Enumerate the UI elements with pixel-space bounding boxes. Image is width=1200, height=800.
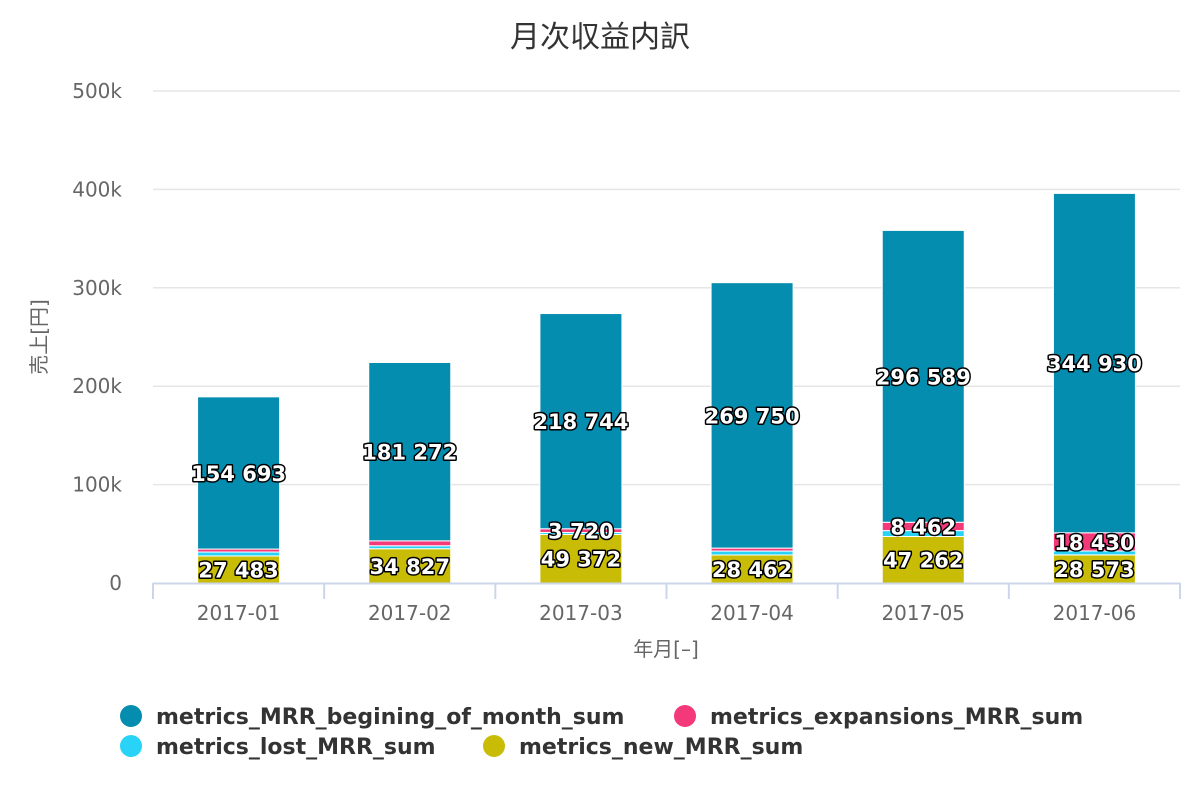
data-label-metrics_expansions_MRR_sum-2017-05: 8 462 bbox=[890, 515, 956, 539]
bar-metrics_MRR_begining_of_month_sum-2017-06 bbox=[1052, 192, 1136, 534]
x-tick-label: 2017-05 bbox=[881, 601, 965, 625]
legend-marker bbox=[120, 735, 142, 757]
bar-metrics_new_MRR_sum-2017-03 bbox=[539, 533, 623, 584]
legend-label: metrics_new_MRR_sum bbox=[519, 735, 803, 760]
bar-metrics_MRR_begining_of_month_sum-2017-03 bbox=[539, 313, 623, 530]
legend-label: metrics_expansions_MRR_sum bbox=[710, 705, 1083, 730]
grid-lines bbox=[153, 90, 1180, 486]
bar-metrics_MRR_begining_of_month_sum-2017-01 bbox=[197, 396, 281, 550]
x-tick-label: 2017-01 bbox=[197, 601, 281, 625]
y-tick-label: 300k bbox=[72, 276, 122, 300]
data-label-metrics_MRR_begining_of_month_sum-2017-06: 344 930 bbox=[1047, 352, 1142, 376]
y-axis-ticks: 0 100k 200k 300k 400k 500k bbox=[72, 79, 122, 595]
bar-metrics_new_MRR_sum-2017-04 bbox=[710, 554, 794, 584]
legend-marker bbox=[483, 735, 505, 757]
bar-metrics_MRR_begining_of_month_sum-2017-04 bbox=[710, 282, 794, 549]
y-tick-label: 400k bbox=[72, 177, 122, 201]
legend-label: metrics_MRR_begining_of_month_sum bbox=[156, 705, 624, 730]
x-tick-label: 2017-03 bbox=[539, 601, 623, 625]
data-label-metrics_new_MRR_sum-2017-03: 49 372 bbox=[541, 548, 621, 572]
data-label-metrics_MRR_begining_of_month_sum-2017-02: 181 272 bbox=[362, 441, 457, 465]
y-tick-label: 500k bbox=[72, 79, 122, 103]
bar-metrics_new_MRR_sum-2017-02 bbox=[368, 548, 452, 584]
x-axis-title: 年月[–] bbox=[633, 637, 699, 661]
legend-item-metrics_lost_MRR_sum[interactable]: metrics_lost_MRR_sum bbox=[120, 735, 436, 760]
y-axis-title: 売上[円] bbox=[27, 299, 51, 375]
data-label-metrics_new_MRR_sum-2017-06: 28 573 bbox=[1054, 558, 1134, 582]
bars bbox=[197, 192, 1136, 584]
bar-metrics_lost_MRR_sum-2017-04 bbox=[710, 550, 794, 556]
legend-item-metrics_MRR_begining_of_month_sum[interactable]: metrics_MRR_begining_of_month_sum bbox=[120, 705, 624, 730]
legend-marker bbox=[674, 705, 696, 727]
x-tick-label: 2017-04 bbox=[710, 601, 794, 625]
bar-metrics_MRR_begining_of_month_sum-2017-02 bbox=[368, 361, 452, 542]
y-tick-label: 200k bbox=[72, 374, 122, 398]
legend-item-metrics_new_MRR_sum[interactable]: metrics_new_MRR_sum bbox=[483, 735, 803, 760]
x-tick-label: 2017-06 bbox=[1053, 601, 1137, 625]
data-label-metrics_new_MRR_sum-2017-05: 47 262 bbox=[883, 549, 963, 573]
data-label-metrics_MRR_begining_of_month_sum-2017-01: 154 693 bbox=[191, 462, 286, 486]
data-label-metrics_new_MRR_sum-2017-04: 28 462 bbox=[712, 558, 792, 582]
data-label-metrics_new_MRR_sum-2017-01: 27 483 bbox=[198, 558, 278, 582]
data-label-metrics_MRR_begining_of_month_sum-2017-03: 218 744 bbox=[533, 410, 628, 434]
data-label-metrics_expansions_MRR_sum-2017-06: 18 430 bbox=[1054, 531, 1134, 555]
bar-metrics_new_MRR_sum-2017-01 bbox=[197, 555, 281, 584]
bar-metrics_MRR_begining_of_month_sum-2017-05 bbox=[881, 229, 965, 523]
legend-item-metrics_expansions_MRR_sum[interactable]: metrics_expansions_MRR_sum bbox=[674, 705, 1083, 730]
data-label-metrics_MRR_begining_of_month_sum-2017-04: 269 750 bbox=[705, 404, 800, 428]
legend-marker bbox=[120, 705, 142, 727]
chart-title: 月次収益内訳 bbox=[510, 20, 690, 55]
bar-metrics_expansions_MRR_sum-2017-02 bbox=[368, 540, 452, 547]
bar-metrics_lost_MRR_sum-2017-01 bbox=[197, 551, 281, 557]
data-label-metrics_new_MRR_sum-2017-02: 34 827 bbox=[370, 555, 450, 579]
y-tick-label: 100k bbox=[72, 473, 122, 497]
y-tick-label: 0 bbox=[109, 571, 122, 595]
data-label-metrics_MRR_begining_of_month_sum-2017-05: 296 589 bbox=[876, 365, 971, 389]
bar-metrics_new_MRR_sum-2017-05 bbox=[881, 535, 965, 584]
data-label-metrics_expansions_MRR_sum-2017-03: 3 720 bbox=[548, 520, 614, 544]
legend-label: metrics_lost_MRR_sum bbox=[156, 735, 436, 760]
x-tick-label: 2017-02 bbox=[368, 601, 452, 625]
data-labels: 27 483 154 693 34 827 181 272 49 372 3 720 218… bbox=[190, 351, 1144, 584]
x-axis: 2017-01 2017-02 2017-03 2017-04 2017-05 2017-… bbox=[152, 582, 1181, 625]
